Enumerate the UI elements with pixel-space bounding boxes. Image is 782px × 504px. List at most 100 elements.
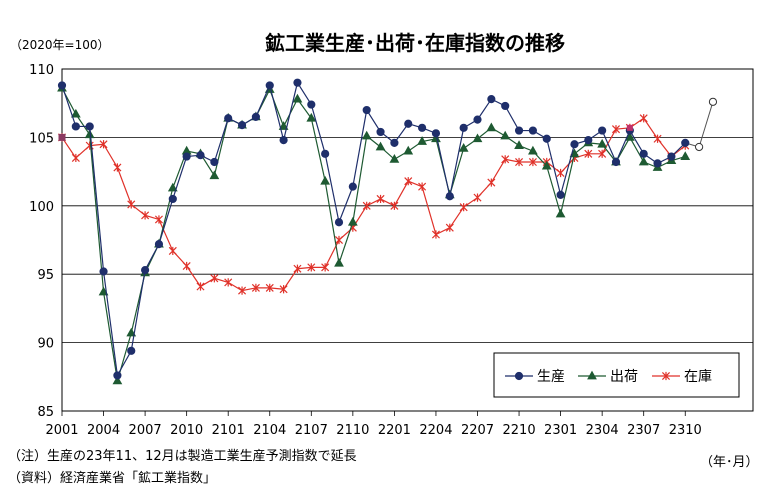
data-point (320, 175, 331, 185)
data-point (224, 278, 233, 287)
data-point (639, 114, 648, 123)
data-point (501, 101, 510, 111)
data-point (570, 140, 579, 149)
data-point (237, 120, 247, 130)
x-tick-label: 2307 (627, 423, 660, 438)
data-point (541, 160, 552, 170)
data-point (293, 78, 302, 87)
data-point (127, 200, 136, 209)
x-tick-label: 2010 (170, 423, 203, 438)
data-point (57, 81, 67, 90)
data-point (362, 201, 371, 210)
y-tick-label: 90 (37, 337, 54, 352)
data-point (99, 140, 108, 149)
data-point (307, 263, 316, 272)
data-point (126, 327, 137, 337)
data-point (361, 130, 372, 140)
data-point (528, 145, 538, 155)
data-point (487, 178, 496, 187)
x-tick-label: 2001 (45, 423, 78, 438)
data-point (210, 274, 219, 283)
data-point (459, 123, 468, 132)
data-point (182, 261, 191, 271)
data-point (598, 126, 607, 135)
data-point (431, 129, 441, 138)
x-tick-label: 2101 (212, 423, 245, 438)
data-point (514, 126, 524, 135)
data-point (472, 133, 483, 143)
data-point (681, 138, 690, 147)
data-point (528, 126, 538, 135)
grid-lines (62, 136, 753, 344)
data-point (293, 264, 302, 273)
data-point (390, 138, 399, 147)
x-tick-label: 2210 (503, 423, 536, 438)
data-point (639, 149, 648, 158)
data-point (653, 159, 662, 168)
data-point (113, 163, 122, 172)
data-point (555, 208, 566, 218)
data-point (279, 285, 288, 294)
data-point (292, 93, 303, 103)
data-point (321, 263, 330, 272)
x-tick-label: 2007 (129, 423, 162, 438)
data-point (417, 136, 427, 145)
x-tick-label: 2301 (544, 423, 577, 438)
inventory-highlight-marker (626, 124, 633, 131)
data-point (501, 155, 510, 164)
start-point-marker (58, 133, 66, 141)
data-point (196, 282, 205, 291)
data-point (458, 143, 469, 152)
data-point (334, 218, 344, 227)
data-point (71, 122, 80, 131)
note-1: （注）生産の23年11、12月は製造工業生産予測指数で延長 (8, 448, 357, 464)
data-point (445, 192, 454, 201)
data-point (307, 100, 316, 109)
y-tick-label: 85 (37, 405, 54, 420)
data-point (251, 283, 260, 292)
data-point (528, 157, 537, 167)
y-unit-label: （2020年=100） (10, 38, 110, 52)
data-point (70, 108, 81, 118)
series-line (61, 87, 686, 382)
data-point (514, 371, 524, 381)
data-point (708, 97, 718, 106)
data-point (348, 182, 357, 191)
series-生産 (57, 78, 718, 380)
data-point (334, 235, 344, 245)
data-point (611, 157, 621, 167)
data-point (473, 115, 482, 124)
series-line (61, 81, 686, 378)
data-point (556, 190, 565, 199)
data-point (403, 145, 414, 155)
data-point (306, 112, 317, 122)
data-point (224, 114, 233, 123)
data-point (168, 246, 177, 256)
data-point (514, 140, 524, 150)
data-point (71, 153, 80, 163)
x-tick-label: 2304 (586, 423, 619, 438)
data-point (321, 149, 330, 158)
legend-label: 生産 (537, 369, 565, 385)
x-tick-label: 2110 (336, 423, 369, 438)
data-point (653, 134, 662, 143)
data-point (473, 193, 482, 202)
data-point (168, 194, 177, 204)
y-tick-label: 110 (29, 63, 54, 78)
data-point (376, 194, 385, 204)
x-tick-label: 2207 (461, 423, 494, 438)
data-point (141, 265, 150, 275)
data-point (661, 371, 671, 381)
legend: 生産 出荷 在庫 (493, 352, 740, 398)
data-point (154, 240, 164, 249)
data-point (556, 168, 565, 178)
data-point (375, 141, 386, 151)
data-point (99, 267, 108, 276)
data-point (390, 201, 399, 210)
data-point (265, 283, 274, 292)
data-point (251, 112, 260, 121)
series-layer (57, 78, 718, 385)
y-tick-label: 105 (29, 131, 54, 146)
data-point (418, 123, 427, 132)
